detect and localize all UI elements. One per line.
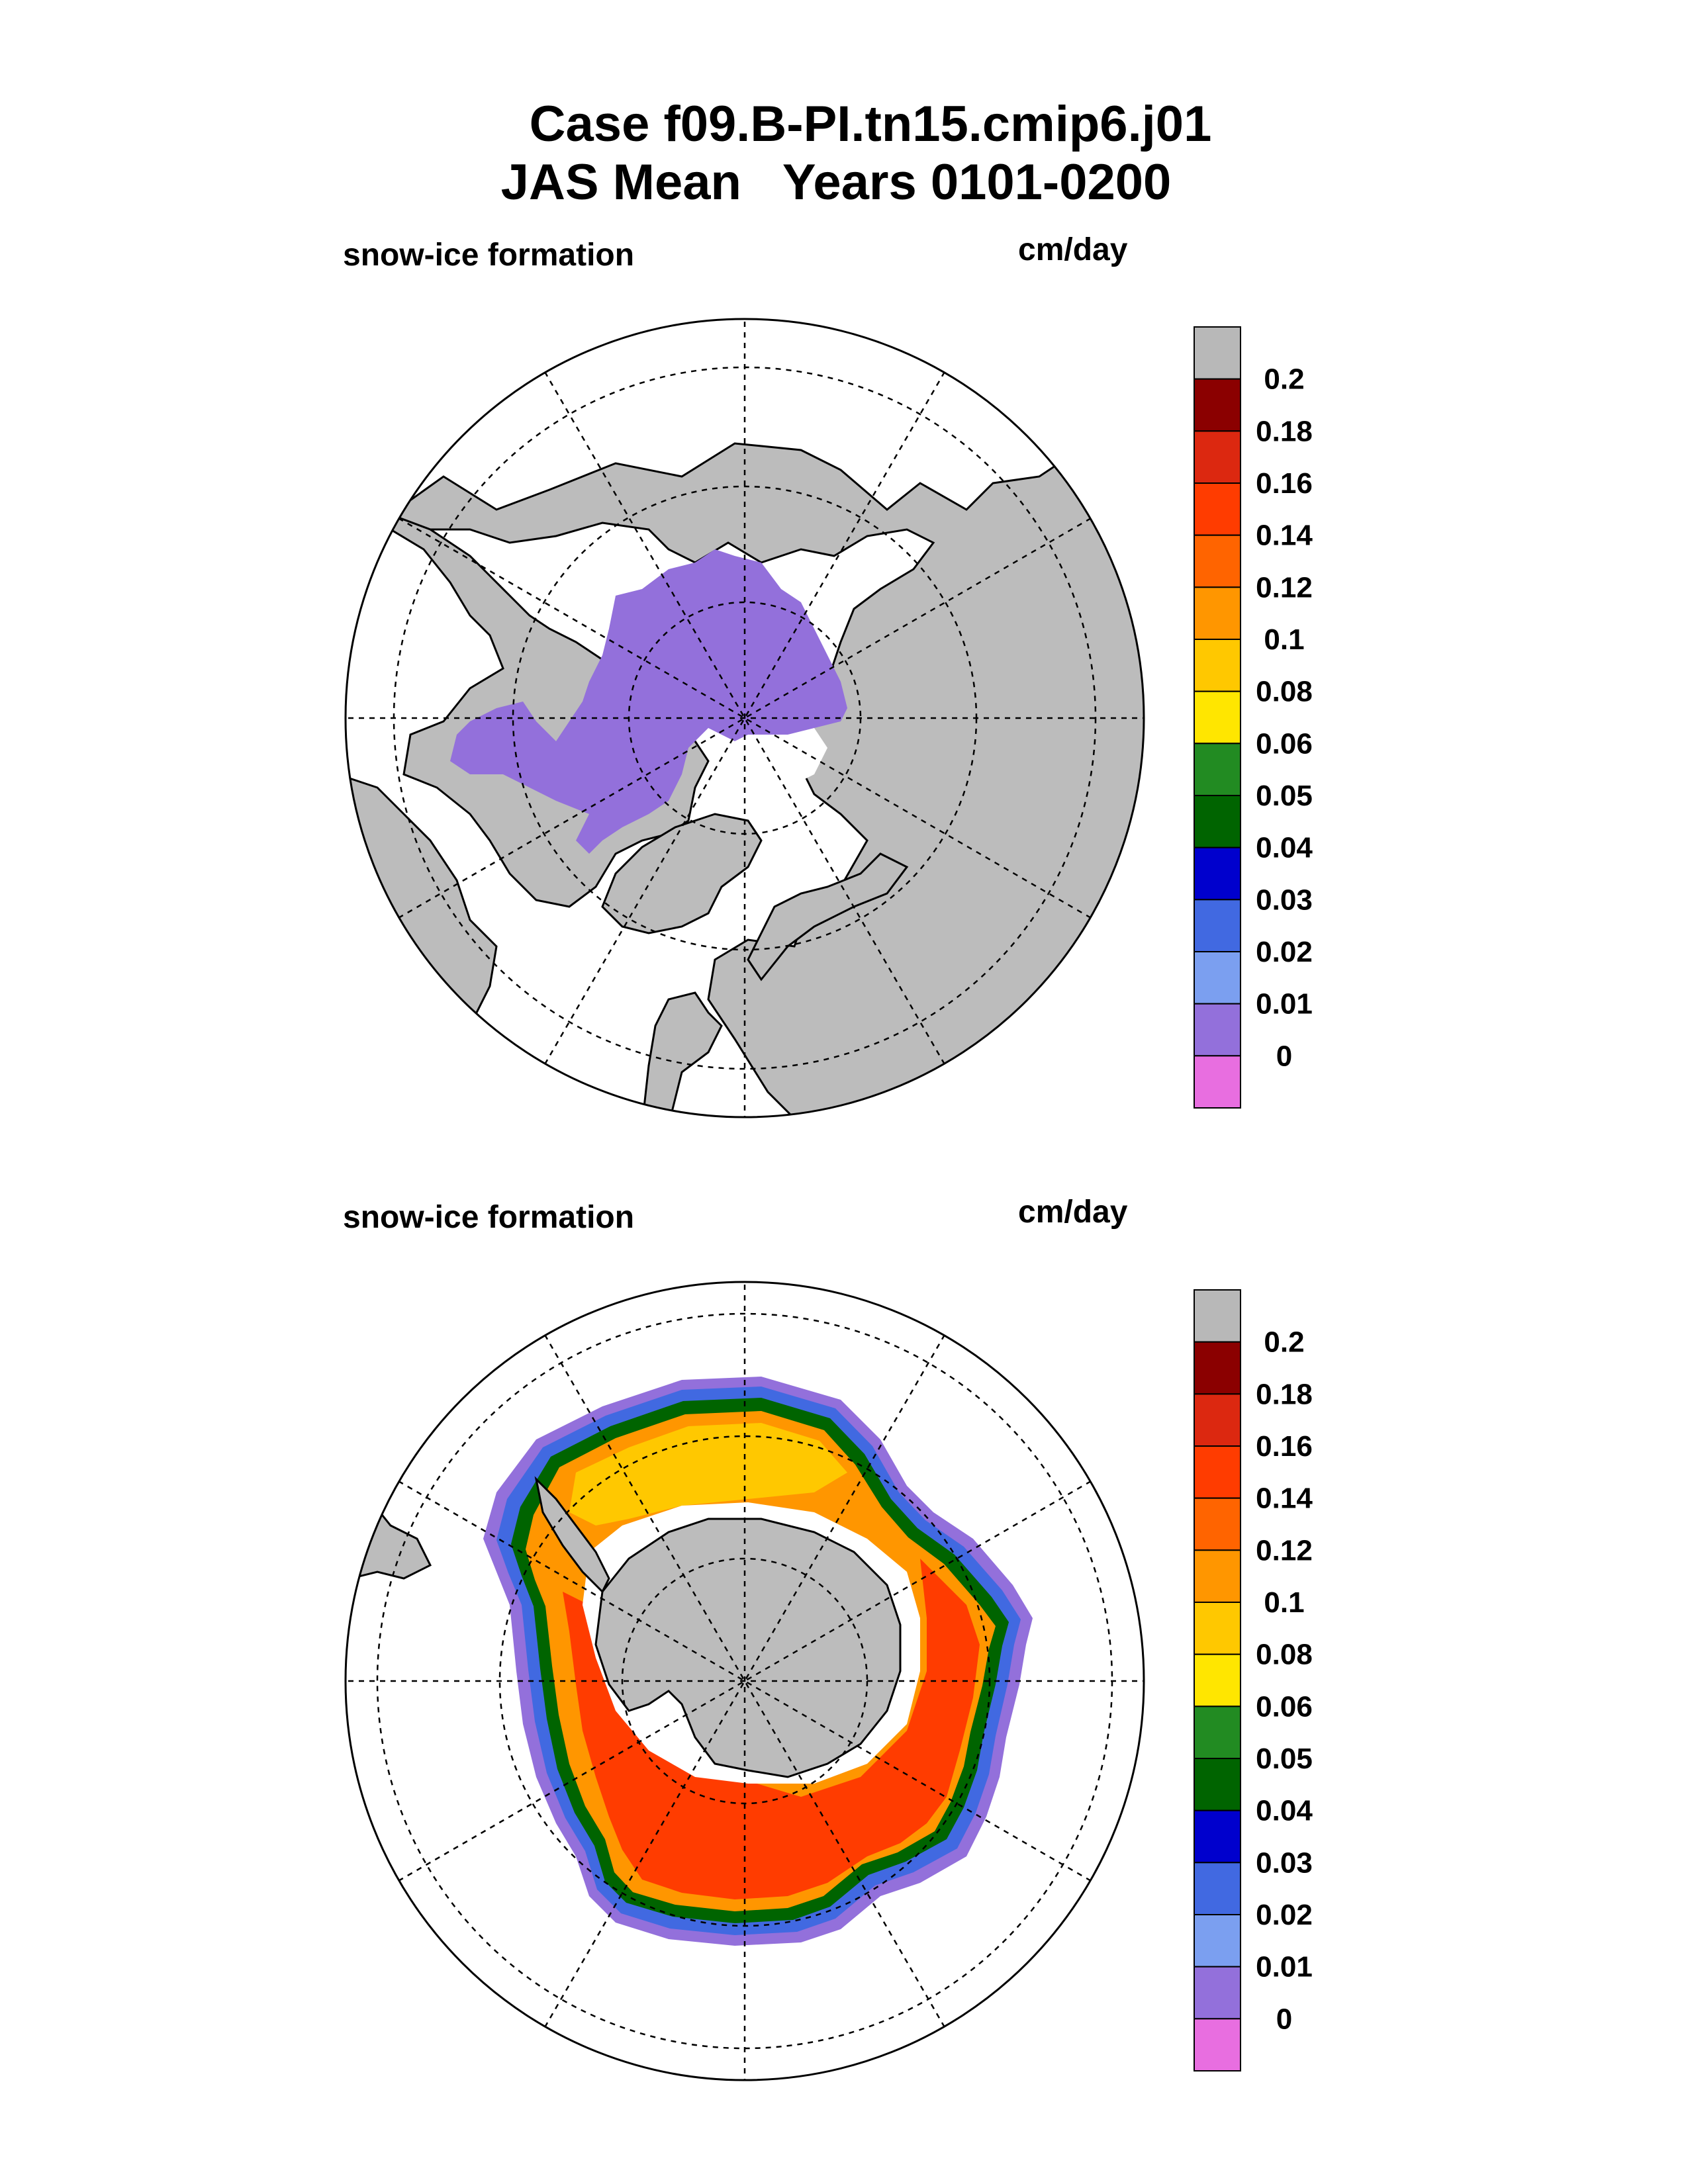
sh-colorbar-box <box>1194 1497 1241 1551</box>
nh-colorbar: 0.2 0.18 0.16 0.14 0.12 0.1 0.08 0.06 0.05 0.04 0.… <box>1194 326 1313 1109</box>
sh-colorbar-tick-label: 0.08 <box>1256 1639 1313 1671</box>
nh-colorbar-box <box>1194 795 1241 848</box>
sh-colorbar-box <box>1194 2018 1241 2072</box>
nh-colorbar-box <box>1194 430 1241 484</box>
nh-colorbar-box <box>1194 690 1241 745</box>
nh-colorbar-tick-label: 0.02 <box>1256 936 1313 968</box>
sh-colorbar-tick-label: 0.01 <box>1256 1951 1313 1983</box>
nh-units-label: cm/day <box>1018 232 1128 267</box>
sh-colorbar-box <box>1194 1966 1241 2020</box>
sh-colorbar-tick-label: 0.03 <box>1256 1846 1313 1879</box>
nh-colorbar-tick-label: 0.08 <box>1256 676 1313 708</box>
nh-colorbar-box <box>1194 639 1241 692</box>
sh-colorbar-tick-label: 0.06 <box>1256 1690 1313 1723</box>
nh-polar-map <box>344 318 1145 1118</box>
nh-panel-title: snow-ice formation <box>343 238 635 273</box>
nh-colorbar-box <box>1194 534 1241 588</box>
sh-units-label: cm/day <box>1018 1195 1128 1230</box>
sh-colorbar: 0.2 0.18 0.16 0.14 0.12 0.1 0.08 0.06 0.05 0.04 0.… <box>1194 1289 1313 2072</box>
nh-land-scandinavia <box>747 852 909 981</box>
nh-colorbar-tick-label: 0.2 <box>1264 363 1304 396</box>
nh-colorbar-box <box>1194 1003 1241 1057</box>
nh-colorbar-box <box>1194 326 1241 380</box>
sh-colorbar-box <box>1194 1809 1241 1864</box>
sh-colorbar-box <box>1194 1445 1241 1499</box>
nh-colorbar-box <box>1194 951 1241 1005</box>
nh-colorbar-tick-label: 0.05 <box>1256 780 1313 812</box>
figure-title-case: Case f09.B-PI.tn15.cmip6.j01 <box>529 96 1212 152</box>
sh-map-border <box>344 1281 1145 2081</box>
sh-colorbar-box <box>1194 1602 1241 1655</box>
nh-colorbar-tick-label: 0.16 <box>1256 467 1313 500</box>
nh-colorbar-box <box>1194 899 1241 952</box>
nh-colorbar-box <box>1194 743 1241 796</box>
figure-title-period: JAS Mean Years 0101-0200 <box>500 154 1172 210</box>
sh-colorbar-tick-label: 0.04 <box>1256 1795 1313 1827</box>
nh-colorbar-box <box>1194 846 1241 901</box>
nh-colorbar-tick-label: 0.18 <box>1256 415 1313 447</box>
nh-colorbar-tick-label: 0.1 <box>1264 623 1304 656</box>
sh-colorbar-tick-label: 0.16 <box>1256 1430 1313 1463</box>
nh-colorbar-box <box>1194 586 1241 641</box>
nh-colorbar-tick-label: 0.03 <box>1256 884 1313 916</box>
sh-polar-map <box>344 1281 1145 2081</box>
nh-colorbar-tick-label: 0 <box>1276 1040 1292 1072</box>
sh-colorbar-box <box>1194 1758 1241 1811</box>
sh-colorbar-box <box>1194 1706 1241 1759</box>
nh-colorbar-tick-label: 0.12 <box>1256 571 1313 604</box>
nh-colorbar-tick-label: 0.14 <box>1256 520 1313 552</box>
sh-colorbar-box <box>1194 1862 1241 1915</box>
sh-colorbar-box <box>1194 1289 1241 1343</box>
nh-colorbar-box <box>1194 1055 1241 1109</box>
sh-colorbar-box <box>1194 1341 1241 1395</box>
sh-colorbar-tick-label: 0.18 <box>1256 1378 1313 1410</box>
nh-graticule <box>346 319 1144 1117</box>
nh-colorbar-tick-label: 0.01 <box>1256 988 1313 1021</box>
sh-ice-upper-band <box>569 1423 847 1525</box>
sh-panel-title: snow-ice formation <box>343 1200 635 1235</box>
nh-colorbar-tick-label: 0.04 <box>1256 832 1313 864</box>
sh-colorbar-tick-label: 0.12 <box>1256 1534 1313 1567</box>
sh-colorbar-tick-label: 0.02 <box>1256 1899 1313 1931</box>
sh-colorbar-box <box>1194 1914 1241 1968</box>
sh-colorbar-box <box>1194 1653 1241 1707</box>
sh-colorbar-tick-label: 0 <box>1276 2003 1292 2035</box>
nh-sea-ice-region <box>450 549 847 854</box>
nh-colorbar-tick-label: 0.06 <box>1256 727 1313 760</box>
nh-map-border <box>344 318 1145 1118</box>
sh-colorbar-tick-label: 0.14 <box>1256 1482 1313 1515</box>
sh-colorbar-tick-label: 0.1 <box>1264 1586 1304 1619</box>
nh-land-europe-south <box>641 991 723 1117</box>
sh-colorbar-tick-label: 0.05 <box>1256 1743 1313 1775</box>
sh-colorbar-box <box>1194 1393 1241 1447</box>
sh-colorbar-box <box>1194 1549 1241 1604</box>
nh-colorbar-box <box>1194 482 1241 536</box>
sh-colorbar-tick-label: 0.2 <box>1264 1326 1304 1359</box>
nh-colorbar-box <box>1194 378 1241 432</box>
sh-graticule <box>346 1282 1144 2080</box>
